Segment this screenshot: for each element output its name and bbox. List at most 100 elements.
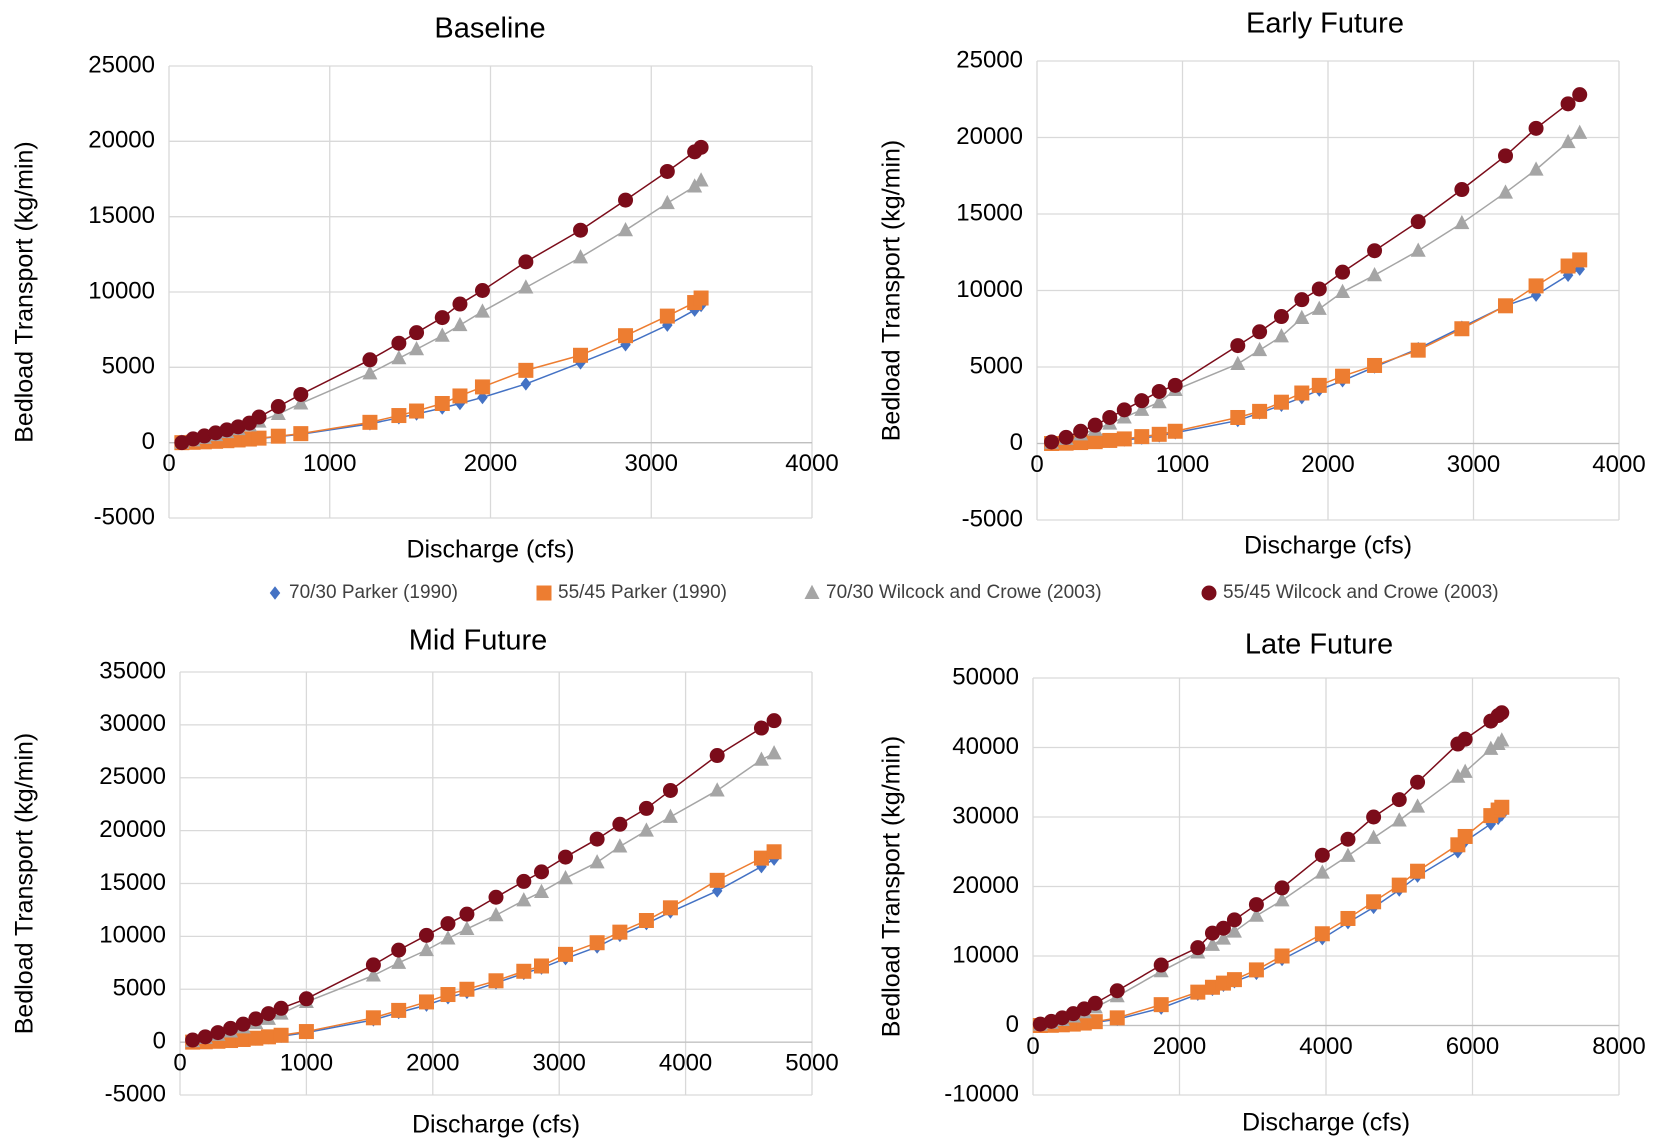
data-point xyxy=(534,864,550,880)
data-point xyxy=(1572,87,1588,103)
data-point xyxy=(1151,383,1167,399)
data-point xyxy=(298,991,314,1007)
data-point xyxy=(409,325,425,341)
data-point xyxy=(1153,997,1169,1013)
data-point xyxy=(1274,948,1290,964)
data-point xyxy=(230,432,246,448)
data-point xyxy=(1457,763,1473,778)
data-point xyxy=(409,341,425,356)
y-tick-label: -10000 xyxy=(944,1080,1019,1107)
data-point xyxy=(251,430,267,446)
legend-label: 55/45 Parker (1990) xyxy=(558,582,727,603)
chart-title: Baseline xyxy=(434,13,545,45)
data-point xyxy=(662,900,678,916)
data-point xyxy=(1190,984,1206,1000)
data-point xyxy=(1340,831,1356,847)
data-point xyxy=(273,1027,289,1043)
data-point xyxy=(440,987,456,1003)
x-axis-label: Discharge (cfs) xyxy=(1244,532,1412,560)
data-point xyxy=(618,192,634,208)
data-point xyxy=(1167,377,1183,393)
data-point xyxy=(1410,214,1426,230)
data-point xyxy=(174,435,190,451)
data-point xyxy=(573,347,589,363)
data-point xyxy=(693,290,709,306)
data-point xyxy=(260,1006,276,1022)
data-point xyxy=(1294,309,1310,325)
data-point xyxy=(1230,409,1246,425)
data-point xyxy=(1102,432,1118,448)
x-tick-label: 1000 xyxy=(280,1049,333,1076)
data-point xyxy=(223,1020,239,1036)
y-tick-label: 0 xyxy=(1006,1011,1019,1038)
data-point xyxy=(362,365,378,380)
data-point xyxy=(1273,394,1289,410)
y-axis-label: Bedload Transport (kg/min) xyxy=(878,736,906,1038)
x-tick-label: 6000 xyxy=(1446,1033,1499,1060)
data-point xyxy=(1204,936,1220,951)
data-point xyxy=(1528,120,1544,136)
data-point xyxy=(235,1031,251,1047)
data-point xyxy=(474,282,490,298)
data-point xyxy=(1252,403,1268,419)
data-point xyxy=(1391,792,1407,808)
x-tick-label: 1000 xyxy=(1156,451,1209,478)
data-point xyxy=(1340,910,1356,926)
data-point xyxy=(1102,409,1118,425)
data-point xyxy=(1134,393,1150,409)
data-point xyxy=(434,395,450,411)
data-point xyxy=(1087,434,1103,450)
data-point xyxy=(362,414,378,430)
y-axis-label: Bedload Transport (kg/min) xyxy=(11,733,39,1035)
data-point xyxy=(1226,923,1242,938)
series-line xyxy=(1051,94,1581,443)
legend-marker xyxy=(1201,585,1217,601)
y-tick-label: 0 xyxy=(142,428,155,455)
data-point xyxy=(459,981,475,997)
data-point xyxy=(270,428,286,444)
data-point xyxy=(391,335,407,351)
data-point xyxy=(518,279,534,294)
data-point xyxy=(235,1016,251,1032)
data-point xyxy=(1494,799,1510,815)
data-point xyxy=(558,849,574,865)
data-point xyxy=(1274,892,1290,907)
x-tick-label: 2000 xyxy=(406,1049,459,1076)
data-point xyxy=(293,395,309,410)
data-point xyxy=(208,425,224,441)
data-point xyxy=(418,994,434,1010)
data-point xyxy=(488,973,504,989)
data-point xyxy=(440,930,456,945)
legend-marker xyxy=(536,585,552,601)
data-point xyxy=(534,958,550,974)
data-point xyxy=(474,303,490,318)
y-tick-label: 25000 xyxy=(99,763,166,790)
data-point xyxy=(1294,292,1310,308)
y-tick-label: 10000 xyxy=(88,277,155,304)
data-point xyxy=(1410,774,1426,790)
data-point xyxy=(488,889,504,905)
data-point xyxy=(766,713,782,729)
data-point xyxy=(1498,298,1514,314)
legend-label: 70/30 Wilcock and Crowe (2003) xyxy=(826,582,1102,603)
data-point xyxy=(638,913,654,929)
x-tick-label: 3000 xyxy=(625,450,678,477)
data-point xyxy=(1366,829,1382,844)
data-point xyxy=(558,869,574,885)
data-point xyxy=(474,379,490,395)
legend-label: 70/30 Parker (1990) xyxy=(289,582,458,603)
data-point xyxy=(516,963,532,979)
data-point xyxy=(1367,266,1383,282)
data-point xyxy=(293,426,309,442)
data-point xyxy=(659,308,675,324)
y-tick-label: 0 xyxy=(1010,429,1023,456)
y-tick-label: 30000 xyxy=(952,802,1019,829)
data-point xyxy=(459,906,475,922)
x-tick-label: 1000 xyxy=(303,450,356,477)
y-tick-label: 5000 xyxy=(102,353,155,380)
data-point xyxy=(488,906,504,922)
data-point xyxy=(1528,278,1544,294)
data-point xyxy=(1335,368,1351,384)
data-point xyxy=(612,924,628,940)
